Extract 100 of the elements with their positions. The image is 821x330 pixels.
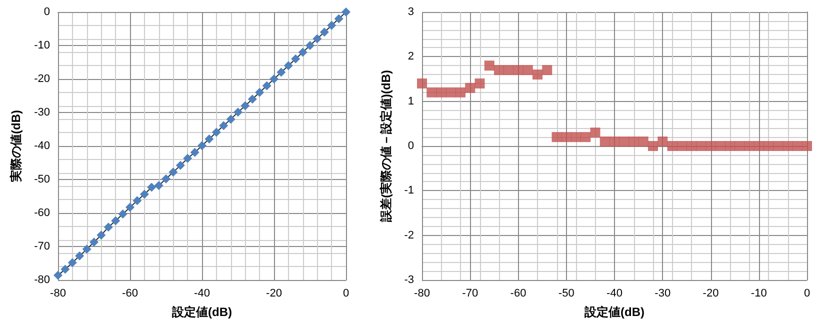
y-tick-label: 0	[44, 6, 50, 18]
y-tick-label: 2	[408, 50, 414, 63]
y-tick-label: -20	[34, 73, 50, 85]
y-axis-title: 実際の値(dB)	[9, 110, 23, 183]
point	[561, 132, 572, 142]
x-tick-label: -80	[50, 288, 66, 300]
point	[426, 87, 437, 98]
x-tick-label: -70	[462, 288, 478, 300]
x-tick-label: -20	[702, 288, 719, 300]
point	[676, 141, 687, 151]
y-tick-label: -70	[34, 240, 50, 252]
x-tick-label: 0	[342, 288, 350, 300]
point	[147, 182, 156, 192]
point	[484, 60, 494, 71]
point	[802, 141, 812, 151]
point	[212, 128, 221, 137]
point	[686, 141, 696, 151]
point	[54, 270, 62, 280]
point	[154, 181, 164, 190]
x-axis-title: 設定値(dB)	[171, 305, 232, 319]
x-tick-label: -20	[266, 288, 282, 300]
point	[667, 141, 678, 151]
x-tick-label: -40	[194, 288, 210, 300]
y-tick-label: -2	[404, 229, 414, 242]
point	[628, 136, 639, 147]
y-tick-label: -3	[404, 274, 414, 286]
point	[474, 78, 485, 88]
point	[456, 87, 466, 98]
point	[168, 168, 178, 177]
point	[111, 216, 120, 226]
point	[725, 141, 735, 151]
point	[417, 78, 427, 88]
point	[580, 132, 591, 142]
y-tick-label: -1	[404, 184, 414, 197]
point	[68, 258, 77, 268]
point	[754, 141, 764, 151]
point	[590, 128, 600, 138]
x-tick-label: -60	[510, 288, 526, 300]
point	[744, 141, 754, 151]
point	[96, 230, 106, 240]
point	[126, 202, 134, 212]
y-tick-label: -40	[34, 140, 50, 152]
point	[140, 190, 149, 199]
point	[320, 28, 329, 37]
point	[248, 94, 257, 104]
point	[436, 87, 446, 98]
point	[552, 132, 562, 142]
x-tick-label: -60	[122, 288, 138, 300]
point	[513, 65, 524, 76]
point	[183, 154, 192, 163]
y-tick-label: 0	[408, 140, 414, 152]
point	[542, 65, 552, 76]
point	[132, 196, 142, 206]
point	[104, 222, 113, 232]
y-axis-title: 誤差(実際の値－設定値)(dB)	[379, 70, 393, 223]
point	[306, 41, 314, 50]
point	[532, 70, 542, 80]
x-tick-label: 0	[804, 288, 810, 300]
point	[619, 136, 630, 147]
point	[298, 48, 308, 57]
point	[284, 61, 293, 70]
point	[276, 68, 286, 77]
point	[118, 210, 128, 219]
point	[648, 141, 658, 151]
point	[334, 14, 344, 24]
point	[734, 141, 745, 151]
point	[291, 54, 300, 64]
point	[504, 65, 514, 76]
point	[327, 20, 336, 30]
x-tick-label: -10	[750, 288, 767, 300]
point	[226, 114, 236, 124]
point	[715, 141, 726, 151]
point	[234, 108, 242, 117]
point	[465, 82, 476, 93]
point	[198, 141, 206, 150]
point	[219, 121, 228, 130]
x-axis-title: 設定値(dB)	[584, 305, 644, 319]
point	[204, 134, 214, 144]
y-tick-label: -30	[34, 106, 50, 118]
point	[240, 101, 250, 110]
point	[638, 136, 648, 147]
point	[446, 87, 456, 98]
point	[782, 141, 793, 151]
point	[255, 88, 264, 97]
point	[764, 141, 774, 151]
point	[90, 238, 98, 247]
point	[82, 244, 92, 254]
y-tick-label: 3	[408, 6, 414, 18]
point	[571, 132, 581, 142]
y-tick-label: -50	[34, 174, 50, 186]
point	[610, 136, 620, 147]
x-tick-label: -40	[606, 288, 622, 300]
point	[190, 148, 200, 157]
x-tick-label: -30	[654, 288, 671, 300]
point	[342, 8, 350, 16]
point	[658, 136, 668, 147]
y-tick-label: -10	[34, 40, 50, 52]
point	[270, 74, 278, 84]
point	[312, 34, 322, 44]
y-tick-label: -80	[34, 274, 50, 286]
